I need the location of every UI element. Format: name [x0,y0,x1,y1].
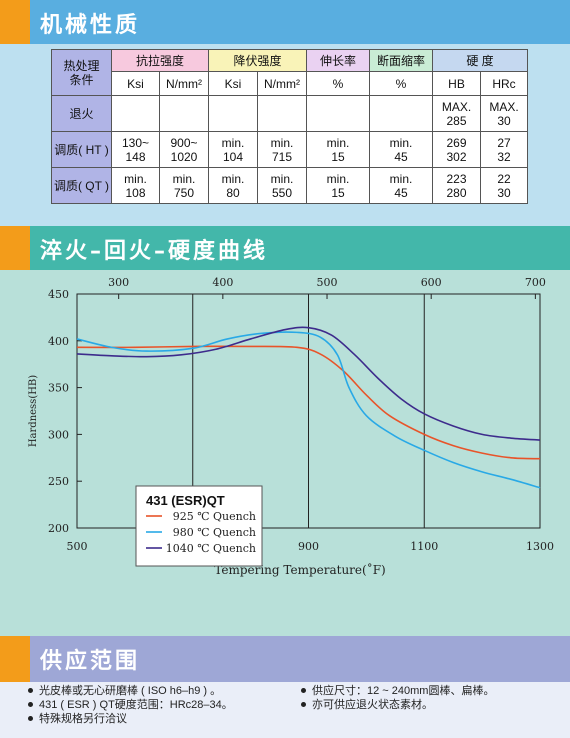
x-tick-label: 500 [67,540,88,553]
unit-cell: Ksi [111,71,160,96]
row-label: 调质( HT ) [51,131,112,168]
row-header-cell: 热处理条件 [51,49,112,96]
y-tick-label: 200 [48,522,69,535]
list-item: 供应尺寸：12 ~ 240mm圆棒、扁棒。 [301,684,494,698]
section-header: 淬火–回火–硬度曲线 [0,226,570,270]
table-cell: min. 750 [159,167,209,204]
section-title: 淬火–回火–硬度曲线 [40,239,269,264]
section-header: 供应范围 [0,636,570,682]
table-row: 调质( QT ) min. 108 min. 750 min. 80 min. 550… [51,167,528,204]
table-cell: min. 104 [208,131,258,168]
row-header: 热处理条件 [63,58,100,87]
header-accent [0,226,30,270]
unit-cell: % [306,71,370,96]
table-cell: min. 80 [208,167,258,204]
list-item: 亦可供应退火状态素材。 [301,698,494,712]
unit-cell: HB [432,71,481,96]
table-cell: 900~ 1020 [159,131,209,168]
header-tensile: 抗拉强度 [111,49,209,72]
list-item: 光皮棒或无心研磨棒 ( ISO h6–h9 ) 。 [28,684,233,698]
table-cell [111,95,160,132]
properties-table: 热处理条件 抗拉强度 降伏强度 伸长率 断面缩率 硬 度 Ksi N/mm² K… [51,49,528,204]
top-tick-label: 300 [108,276,129,289]
header-reduction: 断面缩率 [369,49,433,72]
section-title: 供应范围 [40,649,141,674]
table-cell: MAX. 30 [480,95,528,132]
series-line-2 [76,331,541,489]
x-tick-label: 1100 [410,540,438,553]
section-title: 机械性质 [40,13,141,38]
table-cell: min. 45 [369,167,433,204]
row-label: 退火 [51,95,112,132]
legend-label: 925 ℃ Quench [173,510,256,523]
table-cell: 27 32 [480,131,528,168]
legend-label: 980 ℃ Quench [173,526,256,539]
y-tick-label: 400 [48,335,69,348]
supply-list-left: 光皮棒或无心研磨棒 ( ISO h6–h9 ) 。 431 ( ESR ) QT… [28,684,233,726]
table-cell: 223 280 [432,167,481,204]
table-cell [208,95,258,132]
y-tick-label: 250 [48,475,69,488]
header-hardness: 硬 度 [432,49,528,72]
y-tick-label: 350 [48,382,69,395]
supply-section: 供应范围 光皮棒或无心研磨棒 ( ISO h6–h9 ) 。 431 ( ESR… [0,636,570,738]
y-tick-label: 300 [48,428,69,441]
y-tick-label: 450 [48,288,69,301]
mechanical-section: 机械性质 热处理条件 抗拉强度 降伏强度 伸长率 断面缩率 硬 度 Ksi N/… [0,0,570,226]
top-tick-label: 400 [212,276,233,289]
x-tick-label: 900 [298,540,319,553]
list-item: 特殊规格另行洽议 [28,712,233,726]
header-accent [0,0,30,44]
section-header: 机械性质 [0,0,570,44]
table-cell [369,95,433,132]
hardness-chart: 200 250 300 350 400 450 500 700 900 1100 1300 300 40… [28,276,554,577]
table-row: 退火 MAX. 285 MAX. 30 [51,95,528,132]
bullet-icon [301,701,306,707]
top-tick-label: 500 [317,276,338,289]
table-cell: MAX. 285 [432,95,481,132]
y-axis-label: Hardness(HB) [28,375,39,447]
table-cell [306,95,370,132]
top-tick-label: 600 [421,276,442,289]
table-cell: min. 15 [306,167,370,204]
header-accent [0,636,30,682]
table-cell [257,95,307,132]
table-cell: min. 715 [257,131,307,168]
bullet-icon [28,715,33,721]
curve-section: 淬火–回火–硬度曲线 200 250 300 350 400 450 500 700 900 11… [0,226,570,636]
table-cell: min. 108 [111,167,160,204]
legend-box [135,485,263,567]
unit-cell: N/mm² [159,71,209,96]
unit-cell: Ksi [208,71,258,96]
legend-title: 431 (ESR)QT [146,493,225,508]
table-cell [159,95,209,132]
table-cell: min. 15 [306,131,370,168]
table-row: 调质( HT ) 130~ 148 900~ 1020 min. 104 min. 7… [51,131,528,168]
list-item: 431 ( ESR ) QT硬度范围：HRc28–34。 [28,698,233,712]
x-tick-label: 1300 [526,540,554,553]
series-line-3 [76,326,541,441]
legend-label: 1040 ℃ Quench [166,542,256,555]
unit-cell: % [369,71,433,96]
table-cell: min. 45 [369,131,433,168]
header-elongation: 伸长率 [306,49,370,72]
header-yield: 降伏强度 [208,49,307,72]
bullet-icon [301,687,306,693]
bullet-icon [28,687,33,693]
unit-cell: N/mm² [257,71,307,96]
series-line-1 [76,345,541,460]
unit-cell: HRc [480,71,528,96]
bullet-icon [28,701,33,707]
table-cell: min. 550 [257,167,307,204]
row-label: 调质( QT ) [51,167,112,204]
top-tick-label: 700 [525,276,546,289]
table-cell: 269 302 [432,131,481,168]
table-cell: 130~ 148 [111,131,160,168]
supply-list-right: 供应尺寸：12 ~ 240mm圆棒、扁棒。 亦可供应退火状态素材。 [301,684,494,712]
table-cell: 22 30 [480,167,528,204]
